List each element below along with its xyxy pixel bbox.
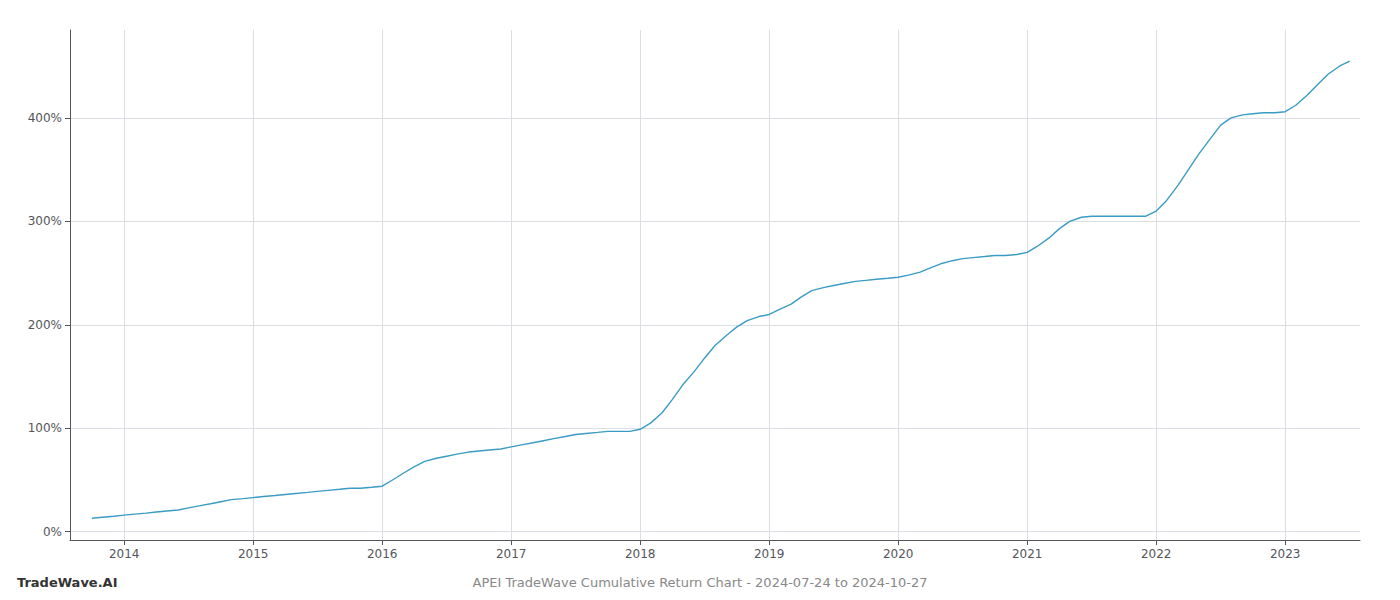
svg-text:2016: 2016 — [367, 547, 398, 561]
svg-text:2022: 2022 — [1141, 547, 1172, 561]
svg-text:0%: 0% — [43, 525, 62, 539]
svg-text:2019: 2019 — [754, 547, 785, 561]
svg-text:400%: 400% — [28, 111, 62, 125]
svg-text:2014: 2014 — [109, 547, 140, 561]
svg-text:100%: 100% — [28, 421, 62, 435]
svg-text:2023: 2023 — [1270, 547, 1301, 561]
svg-text:2017: 2017 — [496, 547, 527, 561]
svg-text:2020: 2020 — [883, 547, 914, 561]
svg-text:300%: 300% — [28, 214, 62, 228]
svg-text:2021: 2021 — [1012, 547, 1043, 561]
svg-text:2015: 2015 — [238, 547, 269, 561]
svg-text:200%: 200% — [28, 318, 62, 332]
svg-text:APEI TradeWave Cumulative Retu: APEI TradeWave Cumulative Return Chart -… — [472, 575, 927, 590]
svg-text:TradeWave.AI: TradeWave.AI — [17, 575, 118, 590]
svg-text:2018: 2018 — [625, 547, 656, 561]
